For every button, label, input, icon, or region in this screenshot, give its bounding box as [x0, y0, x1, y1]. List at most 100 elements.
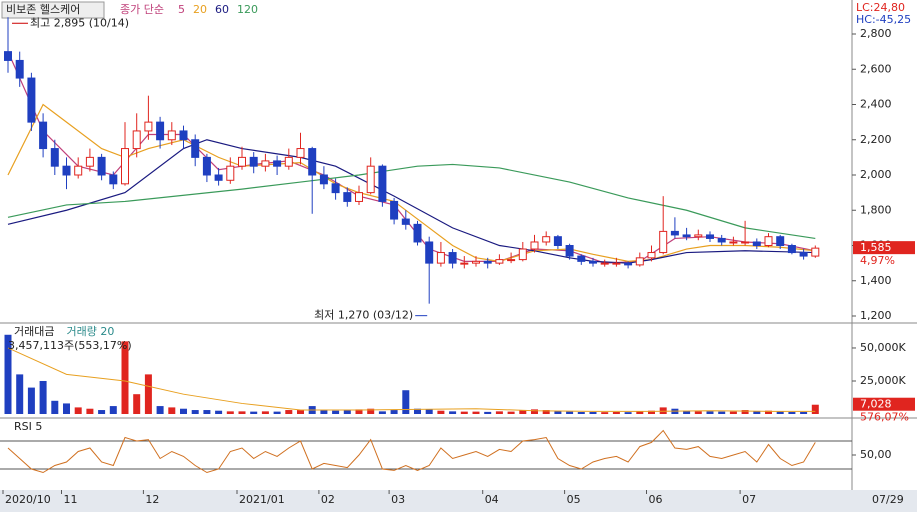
candle-body [460, 262, 469, 265]
last-volume: 7,028 [860, 398, 892, 411]
candle-body [799, 252, 808, 257]
candle-body [624, 262, 633, 266]
volume-bar [659, 407, 667, 414]
candle-body [226, 165, 235, 181]
candle-body [132, 130, 141, 150]
x-tick-label: 03 [391, 493, 405, 506]
candle-body [565, 245, 574, 257]
candle-body [752, 241, 761, 247]
volume-bar [4, 334, 12, 414]
candle-body [179, 130, 188, 141]
candle-body [319, 174, 328, 185]
candle-body [495, 259, 504, 264]
name-box [1, 1, 105, 19]
legend-entry: 20 [193, 3, 207, 16]
annotation: 최저 1,270 (03/12) [314, 309, 413, 322]
volume-bar [109, 406, 117, 414]
volume-bar [156, 406, 164, 414]
volume-bar [800, 412, 808, 414]
volume-bar [238, 411, 246, 414]
candle-body [764, 236, 773, 246]
volume-bar [425, 409, 433, 414]
candle-body [308, 148, 317, 176]
candle-body [717, 237, 726, 243]
volume-bar [519, 410, 527, 414]
volume-bar [811, 404, 819, 414]
volume-bar [484, 411, 492, 414]
volume-bar [788, 412, 796, 414]
volume-bar [27, 387, 35, 414]
candle-body [787, 245, 796, 254]
volume-bar [355, 409, 363, 414]
candle-body [729, 241, 738, 244]
volume-bar [180, 408, 187, 414]
volume-bar [589, 412, 597, 414]
x-last-label: 07/29 [872, 493, 904, 506]
volume-bar [63, 403, 70, 414]
volume-bar [390, 410, 398, 414]
x-tick-label: 07 [742, 493, 756, 506]
candle-body [448, 252, 457, 264]
candle-body [331, 183, 340, 194]
candle-body [4, 51, 12, 61]
volume-bar [531, 409, 538, 414]
volume-bar [566, 411, 574, 414]
volume-bar [601, 412, 609, 414]
annotation: 최고 2,895 (10/14) [30, 16, 129, 29]
volume-bar [612, 412, 620, 414]
volume-bar [285, 410, 293, 414]
candle-body [85, 156, 94, 167]
volume-bar [273, 411, 281, 414]
y-tick-label: 1,200 [860, 309, 892, 322]
volume-bar [51, 400, 59, 414]
legend-entry: 120 [237, 3, 258, 16]
candle-body [518, 248, 527, 261]
x-tick-label: 2020/10 [5, 493, 51, 506]
x-tick-label: 02 [321, 493, 335, 506]
candle-body [530, 241, 539, 250]
candle-body [355, 192, 363, 202]
volume-bar [168, 407, 176, 414]
last-price-box [853, 241, 915, 255]
y-tick-label: 2,800 [860, 27, 892, 40]
volume-bar [86, 408, 94, 414]
candle-body [483, 260, 492, 264]
rsi-line [7, 429, 816, 474]
volume-bar [226, 411, 234, 414]
change: 4,97% [860, 254, 895, 267]
y-tick-label: 2,400 [860, 98, 892, 111]
volume-bar [343, 410, 351, 414]
candle-body [390, 200, 399, 220]
candle-body [249, 156, 258, 167]
volume-bar [367, 408, 375, 414]
last-volume-box [853, 397, 915, 411]
candle-body [542, 236, 551, 243]
candle-body [284, 156, 293, 167]
volume-bar [320, 410, 328, 414]
candle-body [670, 230, 679, 236]
volume-bar [683, 410, 691, 414]
date-axis-bg [0, 490, 917, 512]
volume-bar [507, 411, 515, 414]
volume-bar [577, 412, 585, 414]
volume-bar [250, 411, 258, 414]
volume-bar [554, 411, 562, 414]
candle-body [50, 148, 59, 167]
legend-entry: 거래량 20 [66, 325, 114, 338]
volume-bar [648, 410, 655, 414]
volume-bar [98, 410, 106, 414]
volume-bar [414, 408, 421, 414]
volume-bar [39, 380, 47, 414]
volume-annotation: 3,457,113주(553,17%) [8, 339, 132, 352]
candle-body [647, 252, 656, 259]
ma-label: 종가 단순 [120, 3, 164, 16]
candle-body [74, 165, 83, 176]
volume-bar [460, 411, 468, 414]
ma-line [7, 163, 816, 240]
y-tick-label: 50,00 [860, 448, 892, 461]
candle-body [589, 260, 597, 264]
candle-body [401, 218, 410, 225]
